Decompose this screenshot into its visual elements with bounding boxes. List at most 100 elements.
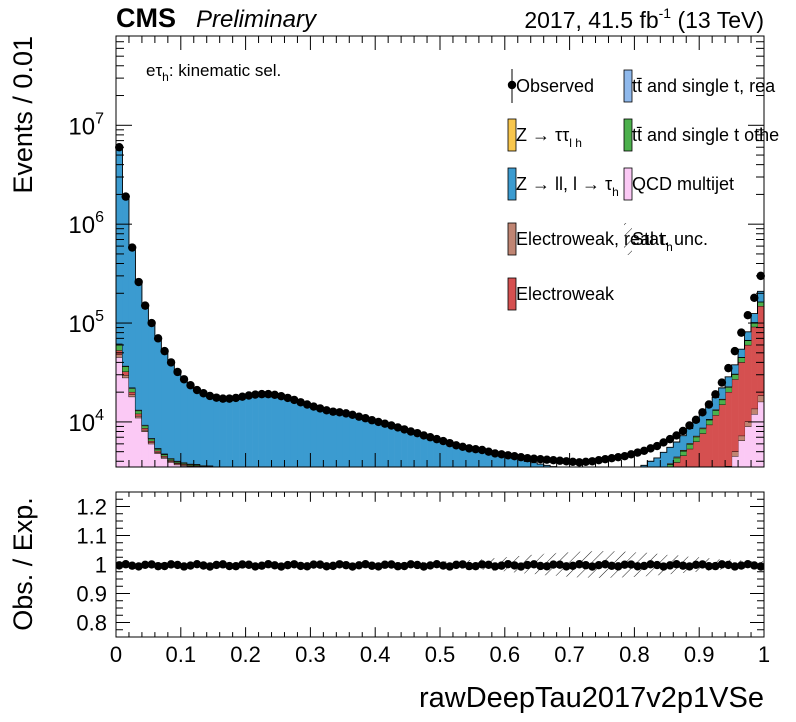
- bar-z-ll-l-h-3: [135, 282, 143, 410]
- bar-z-ll-l-h-67: [550, 466, 557, 467]
- obs-point-56: [477, 445, 487, 455]
- bar-tt-and-single-t-othe-42: [388, 515, 395, 516]
- bar-z-ll-l-h-54: [465, 448, 473, 467]
- ratio-point-15: [212, 560, 221, 570]
- bar-z-ll-l-h-53: [459, 446, 467, 467]
- bar-tt-and-single-t-rea-65: [537, 539, 544, 540]
- bar-tt-and-single-t-rea-63: [524, 539, 531, 540]
- bar-electroweak-real-h-7: [161, 456, 169, 459]
- bar-tt-and-single-t-rea-72: [583, 530, 590, 531]
- bar-z-ll-l-h-63: [524, 461, 532, 467]
- bar-z-ll-l-h-56: [478, 449, 486, 467]
- bar-tt-and-single-t-othe-76: [608, 516, 615, 520]
- bar-electroweak-98: [751, 326, 758, 409]
- ratio-point-81: [639, 561, 649, 571]
- bar-z-ll-l-h-95: [731, 364, 739, 374]
- bar-z-ll-l-h-5: [148, 323, 156, 439]
- bar-tt-and-single-t-othe-96: [738, 357, 745, 363]
- obs-point-36: [348, 410, 357, 420]
- ratio-point-93: [717, 560, 727, 569]
- obs-point-91: [704, 400, 714, 409]
- obs-point-13: [199, 389, 208, 398]
- bar-z-ll-l-h-98: [751, 313, 758, 323]
- ratio-point-8: [166, 560, 176, 569]
- obs-point-61: [510, 452, 519, 461]
- bar-z--39: [369, 509, 376, 510]
- bar-electroweak-67: [550, 541, 557, 549]
- bar-tt-and-single-t-rea-66: [544, 539, 551, 540]
- bar-electroweak-70: [570, 539, 577, 550]
- bar-tt-and-single-t-rea-75: [602, 520, 609, 521]
- bar-tt-and-single-t-othe-4: [141, 425, 149, 429]
- ratio-point-98: [750, 561, 759, 570]
- ratio-point-50: [439, 561, 448, 570]
- ratio-point-10: [179, 562, 189, 571]
- bar-z--52: [453, 530, 460, 531]
- bar-electroweak-72: [583, 535, 590, 549]
- lower-ytick-label-4: 1.2: [76, 495, 107, 520]
- ratio-point-40: [374, 562, 383, 571]
- bar-tt-and-single-t-othe-17: [226, 470, 233, 471]
- bar-electroweak-real-h-38: [362, 510, 369, 511]
- obs-point-29: [302, 400, 312, 409]
- bar-electroweak-real-h-85: [667, 527, 674, 531]
- bar-tt-and-single-t-rea-47: [421, 524, 428, 525]
- ratio-point-85: [665, 561, 675, 570]
- obs-point-22: [257, 389, 266, 399]
- bar-z--76: [608, 515, 615, 516]
- bar-z-ll-l-h-22: [258, 394, 266, 467]
- ratio-point-58: [490, 562, 500, 571]
- bar-tt-and-single-t-rea-83: [654, 476, 661, 477]
- ratio-point-84: [659, 562, 668, 571]
- legend-label-2: Z → ττl h: [516, 125, 582, 150]
- bar-z-ll-l-h-72: [583, 473, 590, 529]
- bar-electroweak-real-h-67: [550, 549, 557, 551]
- bar-electroweak-88: [686, 448, 694, 467]
- experiment-label: CMS: [116, 3, 176, 33]
- legend-entry-1: tt̄ and single t, rea: [623, 69, 776, 103]
- bar-electroweak-87: [679, 455, 687, 467]
- ratio-point-22: [257, 561, 266, 570]
- bar-tt-and-single-t-rea-71: [576, 533, 583, 534]
- bar-electroweak-6: [154, 450, 162, 453]
- bar-tt-and-single-t-othe-91: [705, 419, 713, 425]
- lumi-exp: -1: [659, 5, 672, 21]
- bar-electroweak-94: [725, 391, 732, 467]
- bar-tt-and-single-t-othe-22: [259, 477, 266, 478]
- bar-electroweak-real-h-22: [259, 479, 266, 480]
- bar-z-ll-l-h-32: [323, 410, 331, 467]
- bar-electroweak-33: [330, 501, 337, 502]
- ratio-point-43: [393, 562, 403, 571]
- obs-point-17: [225, 394, 234, 403]
- bar-tt-and-single-t-othe-49: [434, 527, 441, 528]
- bar-z-ll-l-h-12: [193, 390, 201, 465]
- obs-point-14: [205, 391, 215, 401]
- obs-point-43: [393, 423, 403, 432]
- bar-z-ll-l-h-14: [206, 395, 214, 466]
- ratio-point-9: [173, 560, 182, 570]
- bar-z-ll-l-h-50: [440, 440, 447, 467]
- bar-electroweak-real-h-0: [116, 354, 123, 358]
- bar-qcd-multijet-14: [207, 468, 214, 472]
- bar-electroweak-real-h-3: [135, 415, 143, 418]
- obs-point-47: [419, 431, 428, 440]
- obs-point-79: [626, 450, 636, 459]
- ratio-point-51: [445, 562, 454, 571]
- legend-entry-5: QCD multijet: [623, 167, 734, 201]
- bar-tt-and-single-t-othe-35: [343, 503, 350, 504]
- bar-electroweak-real-h-88: [686, 519, 693, 524]
- bar-electroweak-20: [246, 475, 253, 476]
- ratio-point-23: [264, 560, 273, 569]
- legend-swatch: [623, 167, 633, 201]
- bar-z--31: [317, 494, 324, 495]
- bar-z--47: [421, 523, 428, 524]
- lower-ytick-label-3: 1.1: [76, 524, 107, 549]
- bar-electroweak-real-h-45: [408, 524, 415, 525]
- bar-electroweak-real-h-92: [712, 495, 719, 501]
- bar-z-ll-l-h-35: [342, 413, 350, 467]
- ratio-point-87: [678, 561, 688, 570]
- bar-tt-and-single-t-othe-90: [699, 428, 706, 434]
- legend-entry-2: Z → ττl h: [507, 118, 582, 152]
- bar-z-ll-l-h-39: [368, 420, 376, 467]
- bar-z-ll-l-h-37: [355, 417, 363, 467]
